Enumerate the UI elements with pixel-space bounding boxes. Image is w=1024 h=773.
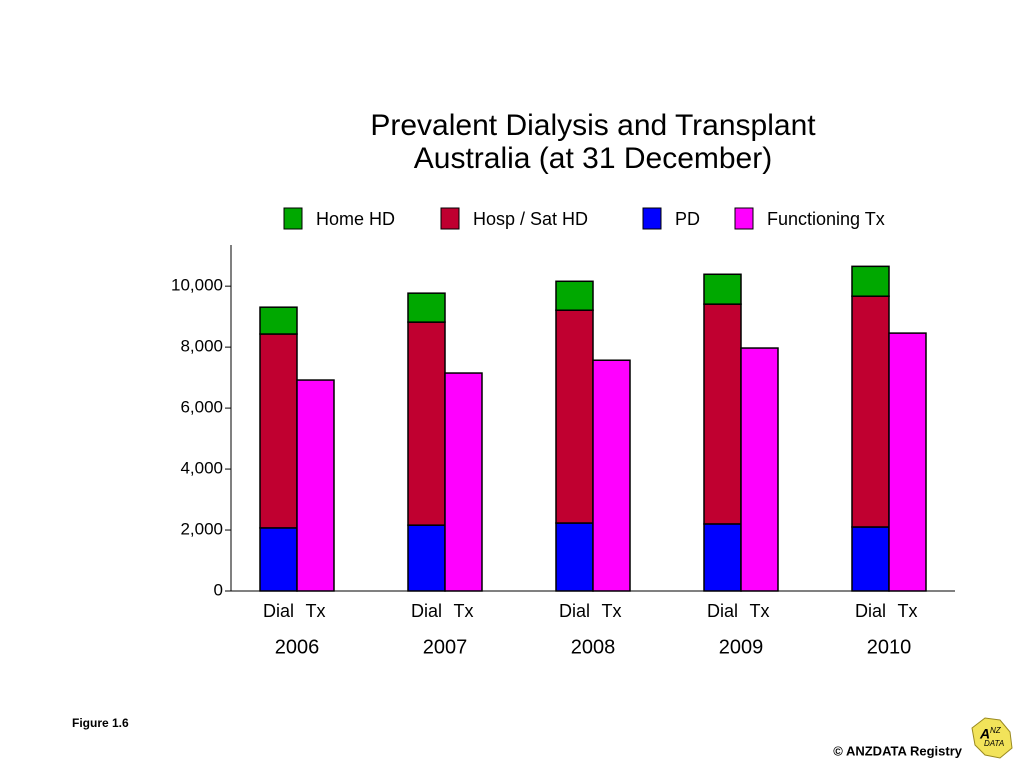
bar-label: Dial <box>707 601 738 621</box>
bar-label: Tx <box>454 601 474 621</box>
logo-text: DATA <box>984 739 1004 748</box>
legend-label: Functioning Tx <box>767 209 885 229</box>
bar-segment <box>851 265 890 297</box>
bar-label: Dial <box>855 601 886 621</box>
bar-segment <box>592 359 631 592</box>
bar-segment <box>703 523 742 592</box>
figure-label: Figure 1.6 <box>72 716 129 730</box>
bar-segment <box>296 379 335 592</box>
logo-text: NZ <box>990 726 1002 735</box>
bar-segment <box>407 292 446 323</box>
y-tick-label: 6,000 <box>180 398 223 417</box>
bar-label: Tx <box>602 601 622 621</box>
x-tick-label: 2006 <box>275 636 320 658</box>
y-tick-label: 0 <box>214 580 223 599</box>
bar-segment <box>851 295 890 528</box>
bar-segment <box>851 526 890 592</box>
bar-label: Dial <box>559 601 590 621</box>
legend-label: Hosp / Sat HD <box>473 209 588 229</box>
bar-segment <box>555 522 594 592</box>
bar-segment <box>259 527 298 592</box>
x-tick-label: 2007 <box>423 636 468 658</box>
bar-segment <box>444 372 483 592</box>
legend-swatch <box>440 207 460 230</box>
bar-segment <box>407 321 446 526</box>
bar-segment <box>259 333 298 529</box>
bar-segment <box>703 303 742 525</box>
chart-title: Australia (at 31 December) <box>414 142 772 175</box>
bar-segment <box>740 347 779 592</box>
y-tick-label: 10,000 <box>171 276 223 295</box>
bar-segment <box>407 524 446 592</box>
logo-text: A <box>979 726 990 742</box>
legend-swatch <box>642 207 662 230</box>
bar-segment <box>259 306 298 335</box>
bar-segment <box>555 280 594 311</box>
y-tick-label: 4,000 <box>180 459 223 478</box>
bar-segment <box>703 273 742 305</box>
bar-segment <box>555 309 594 524</box>
legend-swatch <box>283 207 303 230</box>
bar-label: Dial <box>411 601 442 621</box>
chart-title: Prevalent Dialysis and Transplant <box>370 109 816 142</box>
legend-label: Home HD <box>316 209 395 229</box>
x-tick-label: 2010 <box>867 636 912 658</box>
bar-label: Tx <box>898 601 918 621</box>
logo-shape <box>971 717 1013 759</box>
legend-swatch <box>734 207 754 230</box>
y-tick-label: 8,000 <box>180 337 223 356</box>
bar-label: Tx <box>306 601 326 621</box>
logo: A NZ DATA <box>971 717 1013 759</box>
bar-label: Dial <box>263 601 294 621</box>
bar-label: Tx <box>750 601 770 621</box>
credit: © ANZDATA Registry <box>833 743 963 758</box>
x-tick-label: 2008 <box>571 636 616 658</box>
y-tick-label: 2,000 <box>180 520 223 539</box>
x-tick-label: 2009 <box>719 636 764 658</box>
bar-segment <box>888 332 927 592</box>
legend-label: PD <box>675 209 700 229</box>
